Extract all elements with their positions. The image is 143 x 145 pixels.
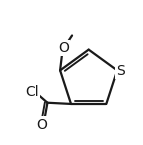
Text: Cl: Cl	[25, 85, 39, 99]
Text: O: O	[37, 118, 47, 132]
Text: O: O	[58, 41, 69, 55]
Text: S: S	[116, 64, 125, 78]
